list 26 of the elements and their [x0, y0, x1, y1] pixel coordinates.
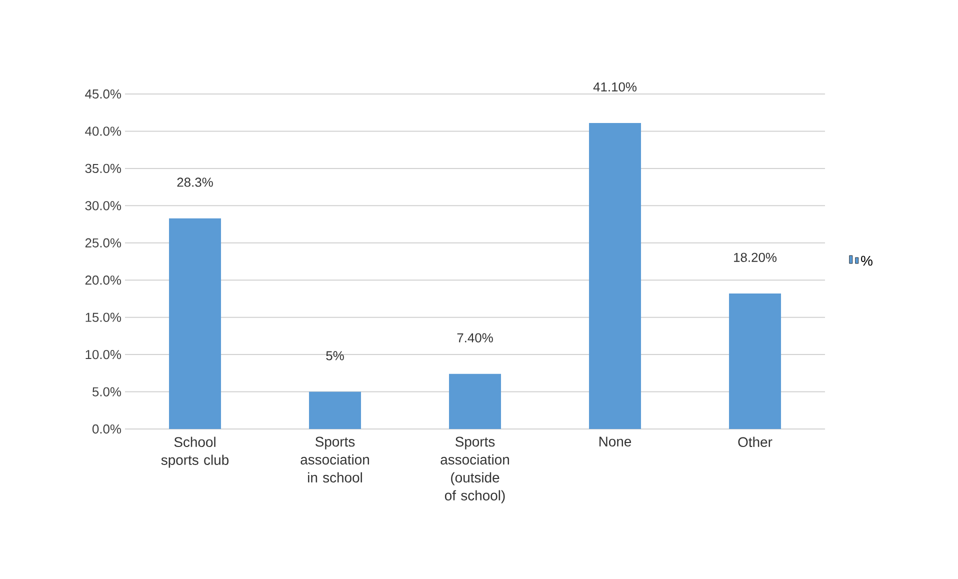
- bar: [309, 392, 362, 429]
- legend-label: %: [861, 256, 872, 266]
- data-label: 5%: [326, 351, 344, 360]
- data-label: 7.40%: [457, 333, 493, 342]
- y-tick-label: 35.0%: [85, 164, 122, 174]
- bar: [589, 123, 642, 429]
- y-tick-label: 0.0%: [92, 424, 122, 434]
- data-label: 41.10%: [593, 82, 637, 92]
- y-tick-label: 5.0%: [92, 387, 122, 396]
- y-tick-label: 40.0%: [85, 126, 122, 136]
- x-tick-label: None: [599, 436, 632, 447]
- data-label: 18.20%: [734, 252, 777, 262]
- bar: [729, 294, 782, 429]
- y-tick-label: 10.0%: [86, 350, 122, 360]
- y-tick-label: 20.0%: [85, 276, 122, 285]
- y-tick-label: 45.0%: [85, 89, 122, 99]
- bar: [169, 218, 221, 429]
- x-tick-label: Sports association in school: [300, 436, 369, 483]
- x-tick-label: School sports club: [161, 436, 229, 468]
- y-tick-label: 15.0%: [86, 312, 122, 322]
- bar: [449, 374, 502, 429]
- x-tick-label: Other: [738, 436, 772, 448]
- y-tick-label: 25.0%: [85, 238, 122, 248]
- y-tick-label: 30.0%: [85, 201, 122, 210]
- x-tick-label: Sports association (outside of school): [440, 436, 509, 504]
- data-label: 28.3%: [177, 178, 213, 187]
